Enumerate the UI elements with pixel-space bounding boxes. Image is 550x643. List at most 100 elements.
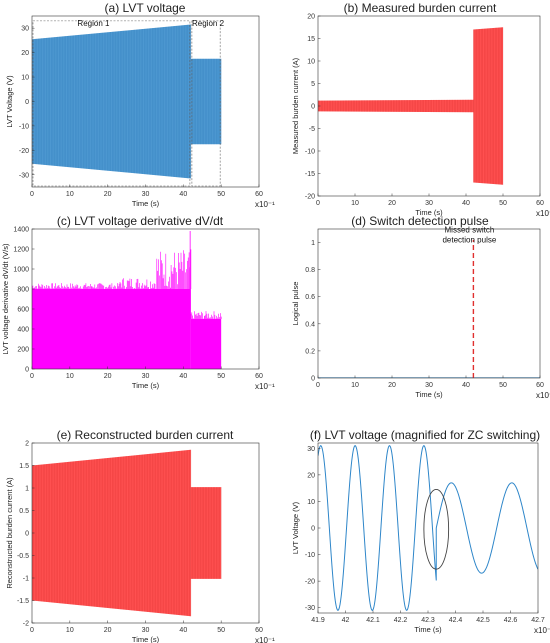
waveform-texture-2 bbox=[190, 487, 222, 579]
x-tick-label: 60 bbox=[536, 200, 544, 207]
envelope-segment-2 bbox=[473, 27, 503, 185]
x-tick-label: 50 bbox=[499, 382, 507, 389]
chart-b: (b) Measured burden current 0 10 20 30 40 50 60… bbox=[291, 1, 550, 218]
x-tick-label: 10 bbox=[351, 200, 359, 207]
y-tick-label: -0.5 bbox=[17, 553, 29, 560]
x-tick-label: 60 bbox=[255, 373, 263, 380]
plot-area bbox=[32, 449, 222, 617]
derivative-spikes-2 bbox=[190, 311, 222, 319]
y-tick-label: 1.5 bbox=[19, 463, 29, 470]
x-axis-exponent: x10⁻¹ bbox=[534, 626, 550, 635]
y-tick-label: 15 bbox=[307, 36, 315, 43]
y-axis-label: Reconstructed burden current (A) bbox=[5, 477, 14, 589]
y-tick-label: 0.4 bbox=[305, 321, 315, 328]
envelope-segment-2 bbox=[190, 58, 222, 145]
y-tick-label: 0.8 bbox=[305, 267, 315, 274]
y-tick-label: 1400 bbox=[13, 227, 29, 234]
y-tick-label: 20 bbox=[307, 472, 315, 479]
x-tick-label: 50 bbox=[217, 191, 225, 198]
y-tick-label: 0.6 bbox=[305, 294, 315, 301]
x-axis-exponent: x10⁻¹ bbox=[536, 391, 550, 400]
x-tick-label: 30 bbox=[425, 200, 433, 207]
y-tick-label: -10 bbox=[305, 552, 315, 559]
region-box-1 bbox=[32, 20, 191, 187]
envelope-segment-1 bbox=[318, 99, 474, 113]
y-tick-label: -5 bbox=[309, 126, 315, 133]
region-box-2 bbox=[191, 20, 221, 187]
x-axis-label: Time (s) bbox=[415, 390, 443, 399]
y-tick-label: 400 bbox=[17, 327, 29, 334]
y-tick-label: 0 bbox=[311, 376, 315, 383]
x-tick-label: 60 bbox=[536, 382, 544, 389]
y-axis-label: LVT Voltage (V) bbox=[291, 501, 300, 554]
x-tick-label: 42.2 bbox=[394, 617, 408, 624]
y-tick-label: 1 bbox=[311, 240, 315, 247]
y-tick-label: 20 bbox=[21, 50, 29, 57]
x-tick-label: 42.5 bbox=[476, 617, 490, 624]
chart-title: (c) LVT voltage derivative dV/dt bbox=[57, 214, 224, 228]
y-axis-label: Measured burden current (A) bbox=[291, 57, 300, 154]
x-axis-label: Time (s) bbox=[132, 635, 160, 643]
envelope-segment-1 bbox=[32, 24, 191, 179]
x-tick-label: 20 bbox=[104, 191, 112, 198]
x-tick-label: 30 bbox=[142, 373, 150, 380]
y-axis-label: Logical pulse bbox=[291, 282, 300, 326]
annotation-line-1: Missed switch bbox=[445, 226, 495, 235]
x-tick-label: 0 bbox=[316, 382, 320, 389]
chart-a: (a) LVT voltage Region 1 Region 2 0 10 20 30 40… bbox=[5, 1, 275, 209]
derivative-fill-2 bbox=[190, 319, 222, 369]
waveform-texture-2 bbox=[473, 27, 504, 185]
x-axis-label: Time (s) bbox=[132, 199, 160, 208]
y-tick-label: -2 bbox=[23, 621, 29, 628]
derivative-fill-1 bbox=[32, 289, 191, 369]
y-tick-label: 10 bbox=[307, 499, 315, 506]
y-tick-label: 0.2 bbox=[305, 348, 315, 355]
x-tick-label: 41.9 bbox=[311, 617, 325, 624]
y-tick-label: 10 bbox=[307, 59, 315, 66]
y-tick-label: 5 bbox=[311, 81, 315, 88]
plot-area bbox=[318, 27, 504, 185]
x-tick-label: 50 bbox=[499, 200, 507, 207]
waveform-texture-1 bbox=[32, 449, 192, 617]
chart-title: (b) Measured burden current bbox=[344, 1, 497, 15]
region-label-2: Region 2 bbox=[192, 19, 225, 28]
chart-title: (e) Reconstructed burden current bbox=[57, 428, 234, 442]
x-tick-label: 60 bbox=[255, 191, 263, 198]
derivative-spikes-1 bbox=[32, 249, 192, 289]
y-tick-label: 30 bbox=[21, 26, 29, 33]
envelope-segment-1 bbox=[32, 449, 191, 617]
y-tick-label: -20 bbox=[305, 194, 315, 201]
x-tick-label: 20 bbox=[104, 627, 112, 634]
y-tick-label: 0 bbox=[25, 367, 29, 374]
x-axis-exponent: x10⁻¹ bbox=[536, 209, 550, 218]
y-tick-label: 0 bbox=[25, 99, 29, 106]
x-tick-label: 10 bbox=[66, 191, 74, 198]
y-tick-label: 1000 bbox=[13, 267, 29, 274]
y-axis-label: LVT Voltage (V) bbox=[5, 75, 14, 128]
x-tick-label: 40 bbox=[179, 627, 187, 634]
x-axis-label: Time (s) bbox=[414, 625, 442, 634]
plot-area bbox=[32, 24, 222, 179]
waveform-texture-1 bbox=[32, 24, 192, 179]
x-tick-label: 20 bbox=[104, 373, 112, 380]
y-tick-label: 0 bbox=[311, 104, 315, 111]
y-axis-label: LVT voltage derivative dV/dt (V/s) bbox=[1, 243, 10, 355]
x-tick-label: 10 bbox=[351, 382, 359, 389]
plot-area bbox=[32, 231, 222, 369]
axes-frame bbox=[317, 228, 541, 379]
x-axis-exponent: x10⁻¹ bbox=[255, 636, 275, 643]
y-tick-label: -30 bbox=[305, 605, 315, 612]
x-tick-label: 0 bbox=[30, 191, 34, 198]
y-tick-label: -10 bbox=[19, 123, 29, 130]
y-tick-label: -10 bbox=[305, 149, 315, 156]
x-tick-label: 42.1 bbox=[366, 617, 380, 624]
envelope-segment-2 bbox=[190, 487, 222, 579]
x-tick-label: 40 bbox=[462, 200, 470, 207]
chart-f: (f) LVT voltage (magnified for ZC switch… bbox=[291, 428, 550, 635]
x-tick-label: 10 bbox=[66, 373, 74, 380]
y-tick-label: 20 bbox=[307, 14, 315, 21]
x-axis-exponent: x10⁻¹ bbox=[255, 200, 275, 209]
